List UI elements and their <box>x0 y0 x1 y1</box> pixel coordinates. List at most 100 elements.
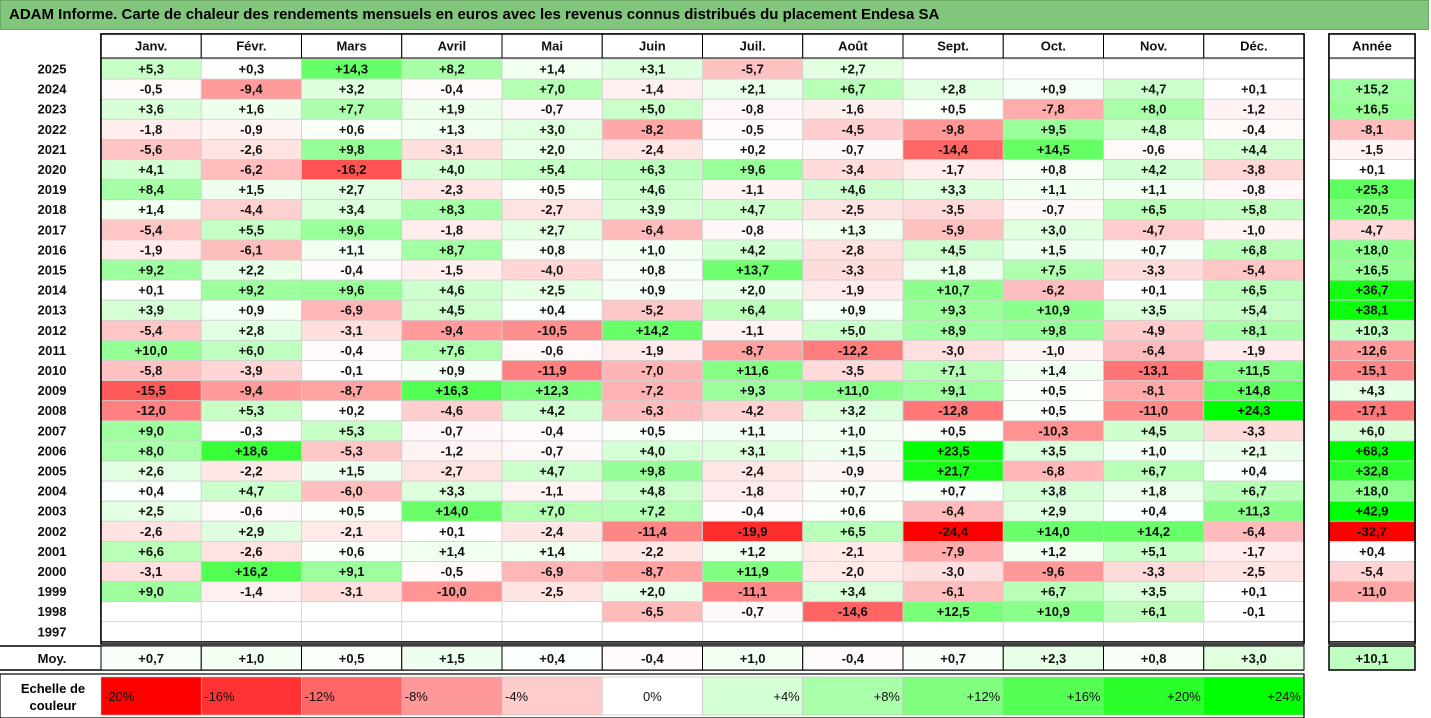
heatmap-cell <box>902 58 1004 80</box>
year-label: 2020 <box>38 162 67 177</box>
cell-value: -2,5 <box>1243 564 1265 579</box>
cell-value: +2,0 <box>740 283 766 298</box>
cell-value: +8,7 <box>439 242 465 257</box>
cell-value: +2,6 <box>138 464 164 479</box>
cell-value: +14,2 <box>1137 524 1170 539</box>
cell-value: +1,8 <box>940 263 966 278</box>
cell-value: +10,9 <box>1037 604 1070 619</box>
cell-value: +1,2 <box>1041 544 1067 559</box>
cell-value: +0,7 <box>1141 242 1167 257</box>
grid-border <box>100 33 1305 643</box>
cell-value: +6,1 <box>1141 604 1167 619</box>
cell-value: -16,2 <box>337 162 367 177</box>
average-value: -0,4 <box>842 651 865 666</box>
cell-value: -6,2 <box>1042 283 1064 298</box>
annual-value: -15,1 <box>1357 363 1387 378</box>
cell-value: +8,0 <box>1141 102 1167 117</box>
cell-value: -3,1 <box>140 564 162 579</box>
month-header: Juil. <box>740 39 766 54</box>
average-value: +0,5 <box>339 651 365 666</box>
cell-value: -11,0 <box>1139 403 1168 418</box>
cell-value: +13,7 <box>736 263 769 278</box>
cell-value: -1,5 <box>441 263 463 278</box>
cell-value: +6,0 <box>239 343 265 358</box>
cell-value: +14,3 <box>335 62 368 77</box>
average-value: +1,5 <box>439 651 465 666</box>
cell-value: -1,8 <box>441 222 463 237</box>
scale-swatch <box>501 676 603 716</box>
cell-value: -5,3 <box>340 443 362 458</box>
heatmap-cell <box>100 601 202 623</box>
scale-value: +4% <box>773 689 800 704</box>
cell-value: -3,1 <box>441 142 463 157</box>
cell-value: +6,6 <box>138 544 164 559</box>
cell-value: +8,3 <box>439 202 465 217</box>
year-label: 2018 <box>38 202 67 217</box>
cell-value: +4,0 <box>640 443 666 458</box>
cell-value: -3,4 <box>842 162 865 177</box>
cell-value: -1,0 <box>1042 343 1064 358</box>
cell-value: -8,7 <box>641 564 663 579</box>
annual-value: +6,0 <box>1359 423 1385 438</box>
average-value: +0,7 <box>138 651 164 666</box>
cell-value: +8,9 <box>940 323 966 338</box>
annual-value: +4,3 <box>1359 383 1385 398</box>
scale-swatch <box>1002 676 1104 716</box>
cell-value: +9,2 <box>239 283 265 298</box>
cell-value: -3,1 <box>340 323 362 338</box>
cell-value: +2,5 <box>539 283 565 298</box>
annual-value: +0,4 <box>1359 544 1385 559</box>
average-label: Moy. <box>38 651 67 666</box>
cell-value: +4,5 <box>439 303 465 318</box>
year-label: 2017 <box>38 222 67 237</box>
average-cell <box>1103 645 1205 671</box>
cell-value: +11,9 <box>737 564 769 579</box>
cell-value: -9,4 <box>240 383 263 398</box>
cell-value: +0,8 <box>1041 162 1067 177</box>
cell-value: -0,7 <box>541 102 563 117</box>
cell-value: -1,9 <box>842 283 864 298</box>
annual-cell <box>1328 58 1416 80</box>
cell-value: -12,8 <box>938 403 968 418</box>
cell-value: +7,7 <box>339 102 365 117</box>
cell-value: -1,9 <box>641 343 663 358</box>
cell-value: +1,5 <box>840 443 866 458</box>
cell-value: +11,6 <box>737 363 769 378</box>
month-header: Avril <box>438 39 466 54</box>
cell-value: +0,7 <box>840 484 866 499</box>
cell-value: +3,3 <box>940 182 966 197</box>
cell-value: -0,4 <box>741 504 764 519</box>
cell-value: +14,0 <box>1037 524 1070 539</box>
year-label: 2016 <box>38 242 67 257</box>
cell-value: +9,8 <box>1041 323 1067 338</box>
cell-value: +4,1 <box>138 162 164 177</box>
cell-value: +2,8 <box>940 82 966 97</box>
heatmap-cell <box>601 621 703 643</box>
cell-value: +0,6 <box>339 122 365 137</box>
cell-value: +3,4 <box>840 584 866 599</box>
cell-value: +4,7 <box>740 202 766 217</box>
heatmap-cell <box>1103 621 1205 643</box>
heatmap-cell <box>501 601 603 623</box>
cell-value: -9,4 <box>240 82 263 97</box>
cell-value: -2,4 <box>741 464 764 479</box>
cell-value: +0,1 <box>1241 584 1267 599</box>
cell-value: -3,3 <box>1142 263 1164 278</box>
cell-value: -5,6 <box>140 142 162 157</box>
cell-value: -0,4 <box>441 82 464 97</box>
cell-value: +4,6 <box>840 182 866 197</box>
cell-value: -4,4 <box>240 202 263 217</box>
cell-value: +1,4 <box>539 62 565 77</box>
year-label: 2009 <box>38 383 67 398</box>
page-title: ADAM Informe. Carte de chaleur des rende… <box>9 6 940 23</box>
cell-value: -1,1 <box>741 182 763 197</box>
cell-value: +2,9 <box>1041 504 1067 519</box>
cell-value: -0,8 <box>1243 182 1265 197</box>
cell-value: +18,6 <box>235 443 268 458</box>
heatmap-cell <box>200 601 302 623</box>
cell-value: -14,4 <box>938 142 968 157</box>
annual-value: -5,4 <box>1361 564 1384 579</box>
heatmap-cell <box>702 621 804 643</box>
cell-value: +7,6 <box>439 343 465 358</box>
annual-value: +16,5 <box>1356 102 1389 117</box>
